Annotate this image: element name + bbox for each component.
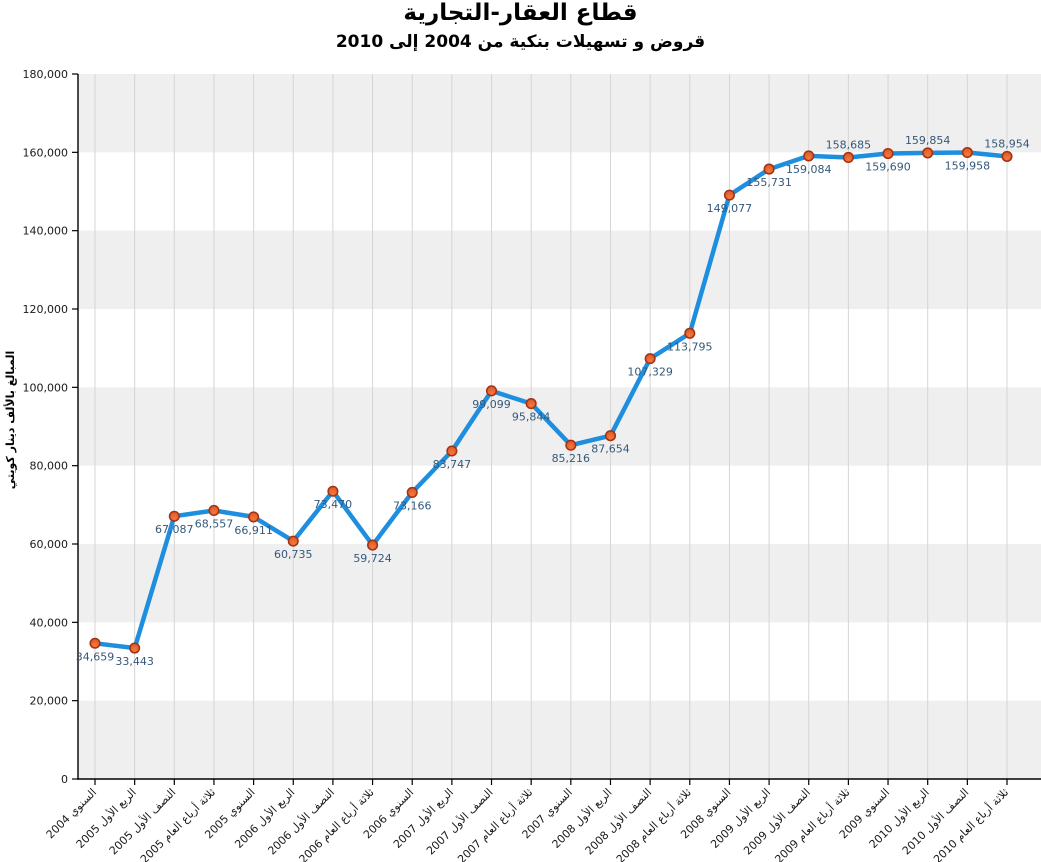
vertical-gridlines xyxy=(94,74,1008,779)
y-tick-label: 180,000 xyxy=(23,68,69,81)
data-point-value-label: 87,654 xyxy=(591,443,630,456)
data-point-marker xyxy=(168,510,180,522)
data-point-marker xyxy=(565,439,577,451)
data-point-value-label: 67,087 xyxy=(155,523,194,536)
data-point-marker xyxy=(406,486,418,498)
data-point-value-label: 158,685 xyxy=(826,138,872,151)
data-point-marker xyxy=(763,163,775,175)
y-tick-label: 60,000 xyxy=(30,538,69,551)
data-point-marker xyxy=(882,147,894,160)
chart-subtitle: قروض و تسهيلات بنكية من 2004 إلى 2010 xyxy=(335,32,706,52)
plot-band xyxy=(78,387,1041,466)
data-point-marker xyxy=(485,385,498,397)
data-point-marker xyxy=(961,146,973,159)
x-tick-label: النصف الأول 2007 xyxy=(423,785,495,857)
data-point-marker xyxy=(367,539,379,551)
chart-title: قطاع العقار-التجارية xyxy=(403,0,638,26)
data-point-marker xyxy=(842,151,854,164)
data-point-value-label: 60,735 xyxy=(274,548,313,561)
data-point-markers xyxy=(89,146,1013,654)
data-point-marker xyxy=(129,642,141,654)
series-polyline xyxy=(92,150,1010,651)
data-point-value-label: 59,724 xyxy=(353,552,392,565)
data-point-value-label: 85,216 xyxy=(552,452,591,465)
data-series-line xyxy=(92,150,1010,651)
data-point-value-label: 159,690 xyxy=(865,161,911,174)
data-point-value-label: 95,844 xyxy=(512,411,551,424)
x-tick-label: النصف الأول 2010 xyxy=(899,785,971,857)
y-tick-label: 40,000 xyxy=(30,616,69,629)
data-point-value-label: 73,470 xyxy=(314,498,353,511)
data-point-value-label: 155,731 xyxy=(746,176,792,189)
data-point-marker xyxy=(604,430,617,442)
axes xyxy=(72,73,1041,785)
data-point-value-label: 159,084 xyxy=(786,163,832,176)
y-tick-label: 0 xyxy=(61,773,68,786)
y-axis-title: المبالغ بالألف دينار كويتي xyxy=(3,351,17,489)
y-tick-label: 140,000 xyxy=(23,225,69,238)
data-point-value-label: 113,795 xyxy=(667,340,713,353)
x-tick-label: النصف الأول 2005 xyxy=(106,785,178,857)
plot-band xyxy=(78,230,1041,309)
data-point-marker xyxy=(644,353,656,365)
data-point-value-label: 159,854 xyxy=(905,134,951,147)
data-point-marker xyxy=(208,504,220,517)
data-point-marker xyxy=(1001,150,1013,162)
data-point-marker xyxy=(287,535,299,547)
data-point-value-label: 149,077 xyxy=(707,202,753,215)
y-tick-label: 80,000 xyxy=(30,460,69,473)
x-tick-label: النصف الأول 2006 xyxy=(265,785,337,857)
data-point-marker xyxy=(922,147,934,159)
plot-bands xyxy=(78,74,1041,779)
y-axis-tick-labels: 0 20,000 40,000 60,000 80,000 100,000 120,000 1… xyxy=(23,68,69,786)
data-point-value-label: 159,958 xyxy=(945,159,991,172)
data-point-value-label: 66,911 xyxy=(234,524,273,537)
x-tick-label: النصف الأول 2009 xyxy=(741,785,813,857)
plot-band xyxy=(78,74,1041,153)
plot-band xyxy=(78,544,1041,623)
data-point-marker xyxy=(327,485,339,497)
y-tick-label: 100,000 xyxy=(23,381,69,394)
data-point-marker xyxy=(684,327,696,339)
data-point-value-label: 99,099 xyxy=(472,398,511,411)
data-point-marker xyxy=(248,511,260,523)
y-tick-label: 160,000 xyxy=(23,146,69,159)
y-tick-label: 20,000 xyxy=(30,695,69,708)
data-point-value-label: 83,747 xyxy=(433,458,472,471)
data-point-value-label: 158,954 xyxy=(984,137,1030,150)
data-point-value-label: 33,443 xyxy=(115,655,154,668)
data-point-value-label: 73,166 xyxy=(393,499,432,512)
y-tick-label: 120,000 xyxy=(23,303,69,316)
x-tick-label: النصف الأول 2008 xyxy=(582,785,654,857)
data-point-marker xyxy=(446,445,458,457)
data-point-marker xyxy=(89,637,101,649)
data-point-marker xyxy=(723,189,735,201)
data-point-marker xyxy=(803,150,815,162)
data-point-value-label: 68,557 xyxy=(195,517,234,530)
data-point-value-label: 34,659 xyxy=(76,650,115,663)
data-point-value-label: 107,329 xyxy=(627,366,673,379)
data-point-marker xyxy=(525,398,537,410)
plot-band xyxy=(78,700,1041,779)
